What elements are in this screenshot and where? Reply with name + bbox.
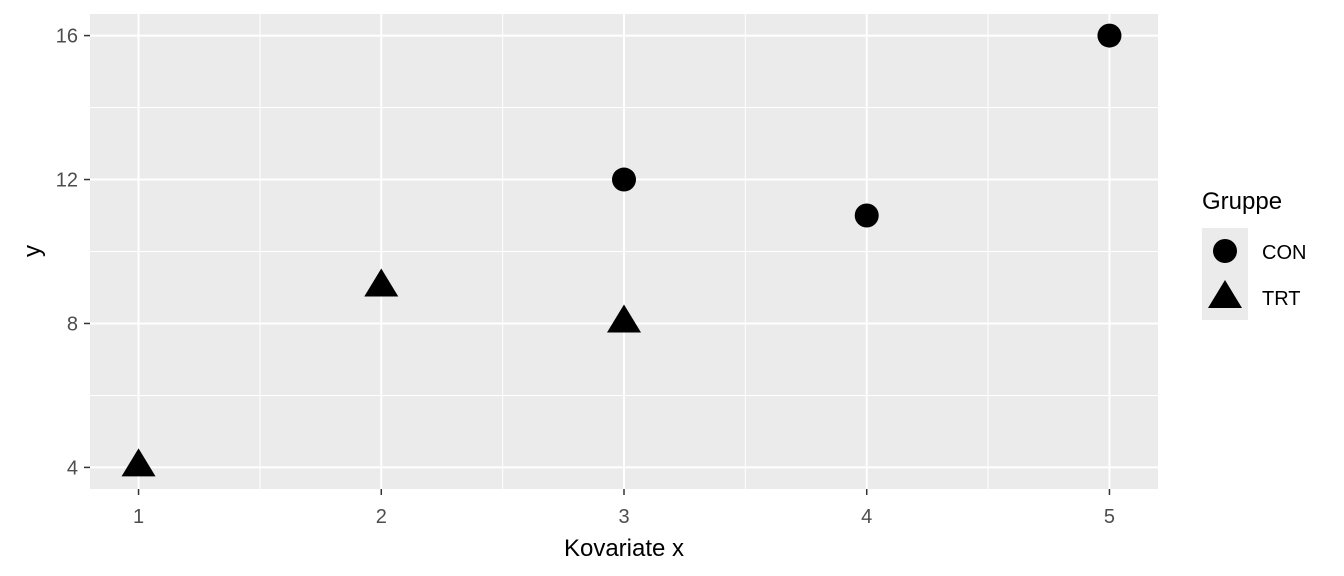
y-axis-title: y [19, 245, 46, 257]
y-tick-label: 4 [67, 457, 78, 479]
x-axis-title: Kovariate x [564, 535, 684, 562]
x-tick-label: 5 [1104, 506, 1115, 528]
legend-key-trt-triangle [1208, 280, 1242, 308]
data-points [121, 23, 1122, 477]
x-tick-label: 4 [861, 506, 872, 528]
legend-title: Gruppe [1202, 188, 1282, 215]
data-point-con [612, 167, 636, 192]
x-axis-ticks: 1 2 3 4 5 [133, 489, 1115, 528]
data-point-con [854, 203, 879, 228]
legend-label-con: CON [1262, 242, 1306, 264]
x-tick-label: 1 [133, 506, 144, 528]
y-tick-label: 12 [56, 170, 78, 192]
data-point-con [1097, 23, 1122, 48]
data-point-trt [364, 268, 399, 297]
data-point-trt [121, 448, 156, 477]
legend-key-con-circle [1213, 239, 1237, 263]
y-tick-label: 8 [67, 313, 78, 335]
y-axis-ticks: 4 8 12 16 [56, 26, 90, 479]
x-tick-label: 2 [376, 506, 387, 528]
legend-label-trt: TRT [1262, 288, 1301, 310]
x-tick-label: 3 [618, 506, 629, 528]
y-tick-label: 16 [56, 26, 78, 48]
data-point-trt [607, 304, 641, 333]
legend: Gruppe CON TRT [1202, 188, 1306, 320]
